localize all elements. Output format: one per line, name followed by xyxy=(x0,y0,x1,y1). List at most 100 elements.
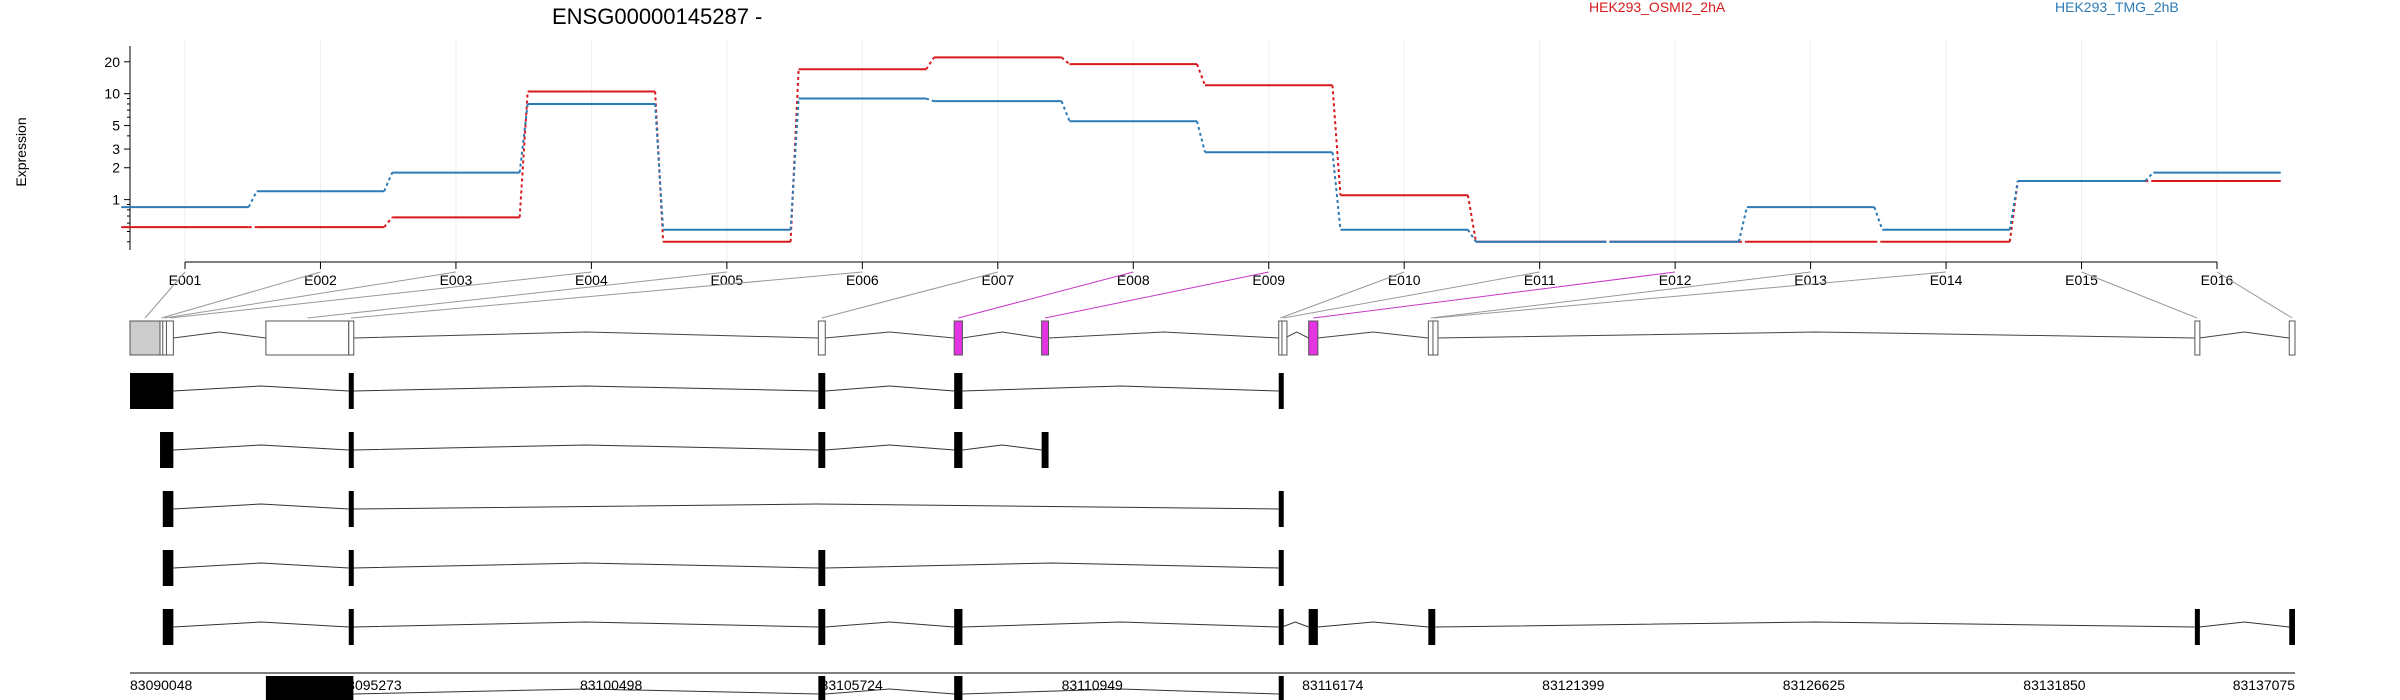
transcript-exon xyxy=(954,609,963,645)
connector-e007 xyxy=(821,271,998,319)
transcript-1 xyxy=(130,373,1284,409)
gene-model xyxy=(129,320,2296,356)
exon-box-e001 xyxy=(129,320,161,356)
coordinate-label: 83116174 xyxy=(1302,677,1363,693)
series-2-connector xyxy=(247,190,258,208)
transcript-intron xyxy=(962,688,1279,695)
coordinate-label: 83105724 xyxy=(821,677,884,693)
transcript-exon xyxy=(1278,550,1284,586)
x-tick-label-e015: E015 xyxy=(2065,272,2098,288)
gridlines xyxy=(184,40,2218,262)
connector-e002 xyxy=(161,271,321,319)
transcript-4 xyxy=(162,550,1284,586)
transcript-exon xyxy=(954,432,963,468)
transcript-exon xyxy=(1041,432,1049,468)
transcript-intron xyxy=(825,444,955,451)
intron-line xyxy=(825,331,955,339)
transcript-exon xyxy=(954,373,963,409)
y-tick-label: 20 xyxy=(104,54,120,70)
transcript-exon xyxy=(160,432,174,468)
exon-box-e007 xyxy=(817,320,826,356)
transcript-intron xyxy=(353,444,819,451)
transcript-intron xyxy=(173,385,349,392)
x-tick-label-e003: E003 xyxy=(440,272,473,288)
x-tick-label-e009: E009 xyxy=(1252,272,1285,288)
transcript-3 xyxy=(162,491,1284,527)
transcript-intron xyxy=(825,562,1279,569)
transcript-exon xyxy=(265,676,354,700)
series-2-connector xyxy=(925,97,935,103)
x-tick-label-e012: E012 xyxy=(1659,272,1692,288)
intron-line xyxy=(962,331,1042,339)
transcript-exon xyxy=(2289,609,2295,645)
x-tick-label-e006: E006 xyxy=(846,272,879,288)
intron-line xyxy=(1284,331,1309,339)
x-tick-label-e004: E004 xyxy=(575,272,608,288)
y-tick-label: 10 xyxy=(104,86,120,102)
transcript-exon xyxy=(162,550,174,586)
transcript-intron xyxy=(173,503,349,510)
series-1-connector xyxy=(1331,85,1342,196)
transcript-exon xyxy=(1308,609,1318,645)
series-lines xyxy=(121,56,2281,243)
transcript-intron xyxy=(1317,621,1429,628)
transcript-exon xyxy=(348,373,354,409)
transcript-exon xyxy=(348,491,354,527)
connector-e015 xyxy=(2081,271,2198,319)
connector-e006 xyxy=(351,271,863,319)
series-2-connector xyxy=(383,172,394,192)
connector-e003 xyxy=(164,271,457,319)
series-2-connector xyxy=(789,98,800,230)
exon-box-e014 xyxy=(1432,320,1439,356)
intron-line xyxy=(2199,331,2290,339)
series-2-connector xyxy=(1873,206,1884,231)
connector-e014 xyxy=(1434,271,1947,319)
transcript-intron xyxy=(173,621,349,628)
transcript-intron xyxy=(962,385,1279,392)
transcript-intron xyxy=(825,621,955,628)
connector-e010 xyxy=(1280,271,1405,319)
intron-line xyxy=(353,331,819,339)
exon-box-e006 xyxy=(348,320,355,356)
coordinate-label: 83090048 xyxy=(130,677,193,693)
x-tick-label-e011: E011 xyxy=(1524,272,1556,288)
series-1-connector xyxy=(925,56,935,70)
transcript-exon xyxy=(1428,609,1436,645)
transcript-exon xyxy=(818,676,826,700)
transcript-models xyxy=(130,373,2295,700)
transcript-intron xyxy=(173,562,349,569)
intron-line xyxy=(1048,331,1279,339)
connector-e005 xyxy=(307,271,727,319)
y-axis-label: Expression xyxy=(13,117,29,186)
legend-entry-osmi2: HEK293_OSMI2_2hA xyxy=(1589,0,1726,15)
y-tick-label: 5 xyxy=(112,118,120,134)
connector-e016 xyxy=(2216,271,2293,319)
transcript-intron xyxy=(353,621,819,628)
coordinate-label: 83095273 xyxy=(339,677,402,693)
exon-box-e011 xyxy=(1281,320,1288,356)
series-1-connector xyxy=(383,216,393,228)
transcript-intron xyxy=(353,503,1279,510)
coordinate-label: 83137075 xyxy=(2233,677,2296,693)
transcript-exon xyxy=(818,609,826,645)
x-tick-label-e001: E001 xyxy=(169,272,202,288)
transcript-intron xyxy=(353,562,819,569)
y-tick-label: 3 xyxy=(112,141,120,157)
exon-box-e008 xyxy=(953,320,963,356)
transcript-6 xyxy=(265,676,1284,700)
transcript-exon xyxy=(818,550,826,586)
series-2-connector xyxy=(1467,229,1477,243)
exon-box-e004 xyxy=(165,320,174,356)
coordinate-label: 83121399 xyxy=(1542,677,1605,693)
coordinate-label: 83131850 xyxy=(2023,677,2086,693)
series-1-connector xyxy=(1196,63,1206,86)
y-tick-label: 1 xyxy=(112,192,120,208)
transcript-intron xyxy=(1435,621,2195,628)
transcript-5 xyxy=(162,609,2295,645)
series-1-connector xyxy=(1466,195,1477,242)
transcript-intron xyxy=(825,385,955,392)
exon-box-e005 xyxy=(265,320,350,356)
transcript-exon xyxy=(818,432,826,468)
coordinate-label: 83126625 xyxy=(1783,677,1846,693)
coordinate-label: 83100498 xyxy=(580,677,643,693)
